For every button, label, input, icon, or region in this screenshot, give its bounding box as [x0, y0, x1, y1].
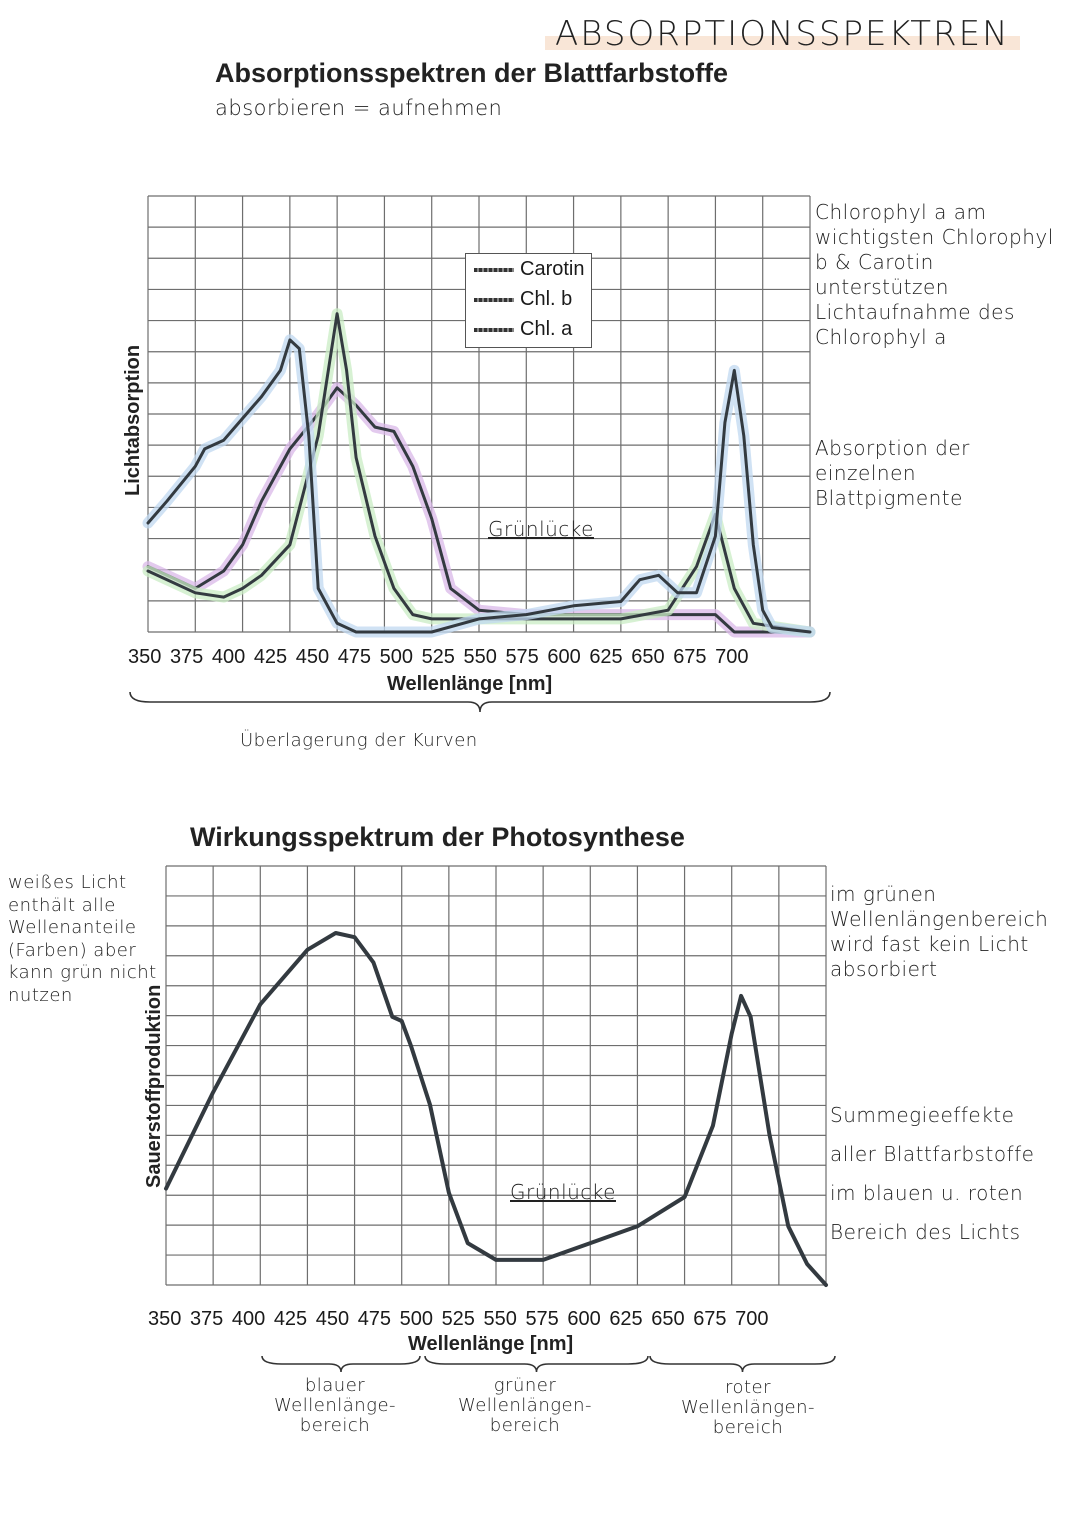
action-series-line-series-0: [164, 931, 828, 1287]
action-y-axis-label: Sauerstoffproduktion: [143, 984, 165, 1188]
note-green-range: im grünen Wellenlängenbereich wird fast …: [830, 882, 1049, 981]
absorption-tick-label: 575: [505, 646, 539, 668]
note-curve-overlay: Überlagerung der Kurven: [240, 730, 478, 751]
absorption-y-axis-label: Lichtabsorption: [122, 344, 144, 496]
legend-swatch-chl-b: [474, 297, 514, 302]
legend-label-chl-a: Chl. a: [520, 318, 573, 340]
absorption-legend: Carotin Chl. b Chl. a: [465, 253, 592, 348]
note-green-wavelength-range: grüner Wellenlängen-bereich: [457, 1375, 593, 1436]
action-spectrum-chart-title: Wirkungsspektrum der Photosynthese: [190, 822, 685, 852]
note-blue-range: blauer Wellenlänge-bereich: [273, 1375, 397, 1436]
absorption-tick-label: 625: [589, 646, 623, 668]
action-tick-label: 400: [231, 1308, 266, 1330]
absorption-tick-label: 425: [253, 646, 288, 668]
note-pigment-absorption: Absorption der einzelnen Blattpigmente: [815, 436, 970, 510]
action-tick-label: 450: [315, 1308, 350, 1330]
action-tick-label: 575: [525, 1308, 559, 1330]
absorption-tick-label: 650: [631, 646, 665, 668]
blue-range-brace: [261, 1355, 421, 1373]
action-tick-label: 425: [273, 1308, 308, 1330]
action-tick-label: 625: [609, 1308, 643, 1330]
absorption-chart-title: Absorptionsspektren der Blattfarbstoffe: [215, 58, 729, 88]
action-tick-label: 475: [357, 1308, 392, 1330]
note-white-light: weißes Licht enthält alle Wellenanteile …: [8, 872, 157, 1006]
absorption-tick-label: 600: [547, 646, 581, 668]
red-range-brace: [649, 1355, 836, 1373]
absorption-series-line-chl-a: [146, 338, 812, 634]
heading-text: ABSORPTIONSSPEKTREN: [555, 14, 1010, 54]
action-tick-label: 600: [567, 1308, 601, 1330]
absorption-tick-label: 525: [421, 646, 455, 668]
absorption-tick-label: 500: [379, 646, 413, 668]
absorption-series-line-chl-b: [146, 312, 812, 634]
absorption-x-ticks: 350 375 400 425 450 475 500 525 550 575 …: [128, 646, 749, 669]
legend-swatch-chl-a: [474, 327, 514, 332]
legend-item-chl-b: Chl. b: [474, 288, 572, 311]
absorption-tick-label: 350: [128, 646, 162, 668]
action-tick-label: 700: [735, 1308, 769, 1330]
legend-item-chl-a: Chl. a: [474, 318, 572, 341]
action-tick-label: 500: [399, 1308, 433, 1330]
action-tick-label: 525: [441, 1308, 475, 1330]
absorption-tick-label: 675: [673, 646, 707, 668]
absorption-tick-label: 450: [295, 646, 330, 668]
action-tick-label: 375: [189, 1308, 224, 1330]
absorption-green-gap-label: Grünlücke: [488, 517, 594, 541]
note-absorb-definition: absorbieren = aufnehmen: [215, 96, 503, 120]
absorption-tick-label: 375: [169, 646, 204, 668]
legend-label-carotin: Carotin: [520, 258, 585, 280]
note-sum-effects: Summegieeffekte aller Blattfarbstoffe im…: [830, 1103, 1035, 1244]
legend-swatch-carotin: [474, 267, 514, 272]
action-tick-label: 350: [148, 1308, 182, 1330]
absorption-tick-label: 550: [463, 646, 497, 668]
action-tick-label: 550: [483, 1308, 517, 1330]
action-x-ticks: 350 375 400 425 450 475 500 525 550 575 …: [148, 1308, 769, 1331]
overlay-brace: [129, 691, 831, 713]
action-green-gap-label: Grünlücke: [510, 1180, 616, 1204]
absorption-tick-label: 475: [337, 646, 372, 668]
action-x-axis-label: Wellenlänge [nm]: [408, 1333, 574, 1355]
absorption-x-axis-label: Wellenlänge [nm]: [387, 673, 553, 695]
action-tick-label: 675: [693, 1308, 727, 1330]
page-heading: ABSORPTIONSSPEKTREN: [545, 14, 1020, 54]
action-tick-label: 650: [651, 1308, 685, 1330]
absorption-tick-label: 700: [715, 646, 749, 668]
legend-label-chl-b: Chl. b: [520, 288, 573, 310]
green-range-brace: [424, 1355, 649, 1373]
note-red-range: roter Wellenlängen-bereich: [680, 1377, 816, 1438]
note-chlorophyll-importance: Chlorophyl a am wichtigsten Chlorophyl b…: [815, 200, 1054, 349]
absorption-tick-label: 400: [211, 646, 246, 668]
legend-item-carotin: Carotin: [474, 258, 584, 281]
